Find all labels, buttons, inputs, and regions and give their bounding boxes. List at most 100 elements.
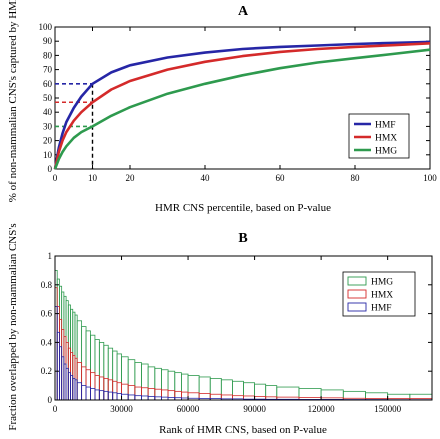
- panel-b-bar: [147, 388, 156, 401]
- panel-b-bar: [167, 370, 176, 401]
- panel-b-bar: [161, 389, 169, 401]
- panel-a-x-tick-label: 40: [201, 173, 211, 183]
- panel-a: A 0 10 20 40 60 80 100 0 10 20 30 40 50 60 70 80 90 100 HM…: [7, 0, 437, 214]
- panel-b-bar: [298, 388, 322, 401]
- panel-b-bar: [127, 394, 136, 401]
- panel-b-bar: [98, 341, 105, 401]
- panel-b-bar: [232, 395, 244, 401]
- panel-b-bar: [154, 367, 162, 401]
- panel-b-bar: [112, 380, 118, 401]
- panel-b-bar: [265, 385, 278, 401]
- panel-b-bar: [107, 379, 114, 401]
- panel-a-series-line-hmf: [53, 40, 431, 170]
- panel-b-bar: [90, 372, 96, 401]
- panel-b-bar: [147, 366, 156, 401]
- panel-a-series-line-hmg: [53, 48, 431, 170]
- panel-b-bar: [174, 372, 182, 401]
- panel-a-x-tick-label: 20: [126, 173, 136, 183]
- panel-a-y-tick-label: 100: [39, 22, 53, 32]
- panel-b-x-tick-label: 150000: [374, 404, 402, 414]
- panel-b-bar: [409, 393, 433, 401]
- panel-b-bar: [94, 339, 100, 401]
- panel-b-x-tick-label: 90000: [243, 404, 266, 414]
- panel-b-title: B: [238, 231, 247, 246]
- panel-a-y-tick-label: 20: [43, 136, 53, 146]
- panel-b-ylabel: Fraction overlapped by non-mammalian CNS…: [7, 223, 19, 430]
- panel-a-y-tick-label: 50: [43, 93, 53, 103]
- panel-b-bar: [209, 377, 222, 401]
- panel-b-bar: [127, 359, 136, 401]
- panel-b-bar: [181, 373, 189, 401]
- panel-b-bar: [320, 389, 344, 401]
- panel-b-bar: [85, 386, 91, 401]
- panel-b-bar: [85, 369, 91, 401]
- panel-b-bar: [198, 376, 211, 401]
- panel-b-y-tick-label: 0.2: [41, 366, 52, 376]
- panel-b-xlabel: Rank of HMR CNS, based on P-value: [159, 424, 327, 436]
- panel-b-bar: [127, 385, 136, 401]
- panel-b-bar: [81, 366, 87, 401]
- panel-b-bar: [121, 393, 129, 401]
- panel-b-bar: [198, 393, 211, 401]
- panel-a-y-tick-label: 40: [43, 107, 53, 117]
- panel-b-bar: [161, 369, 169, 401]
- panel-b-bar: [141, 387, 149, 401]
- panel-a-y-tick-label: 60: [43, 79, 53, 89]
- panel-b-bar: [134, 395, 142, 401]
- panel-b-bar: [76, 362, 83, 401]
- panel-b-bar: [94, 389, 100, 401]
- panel-b-legend-swatch: [347, 289, 367, 299]
- panel-b-bar: [116, 382, 122, 401]
- panel-b-bar: [90, 388, 96, 401]
- panel-a-x-tick-label: 80: [351, 173, 361, 183]
- panel-b-y-tick-label: 0: [48, 395, 53, 405]
- panel-b-bar: [387, 393, 411, 401]
- panel-a-x-tick-label: 10: [88, 173, 98, 183]
- panel-b-bar: [94, 375, 100, 401]
- panel-b-x-tick-label: 30000: [110, 404, 133, 414]
- panel-b-x-tick-label: 120000: [308, 404, 336, 414]
- panel-b-bar: [154, 388, 162, 401]
- panel-b-bar: [220, 379, 233, 401]
- panel-b-y-tick-label: 1: [48, 251, 53, 261]
- panel-a-x-tick-label: 100: [423, 173, 437, 183]
- panel-a-y-tick-label: 30: [43, 121, 53, 131]
- panel-b-x-tick-label: 0: [53, 404, 58, 414]
- panel-b-bar: [342, 390, 366, 401]
- panel-a-series-line-hmx: [53, 42, 431, 170]
- panel-b-legend-label: HMX: [371, 291, 393, 301]
- panel-b-bar: [103, 390, 109, 401]
- panel-a-legend: HMF HMX HMG: [348, 113, 410, 159]
- panel-b-bar: [134, 386, 142, 401]
- panel-a-ylabel: % of non-mammalian CNS's captured by HMR: [7, 0, 19, 202]
- panel-b-bar: [141, 363, 149, 401]
- panel-b-legend-box: [342, 271, 416, 317]
- panel-b-bar: [90, 334, 96, 401]
- panel-b-bar: [181, 391, 189, 401]
- panel-b-bar: [209, 393, 222, 401]
- panel-b-legend-swatch: [347, 302, 367, 312]
- panel-b-y-tick-label: 0.6: [41, 309, 53, 319]
- panel-b-legend-label: HMF: [371, 304, 392, 314]
- panel-b-bar: [147, 395, 156, 401]
- panel-b-legend-swatch: [347, 276, 367, 286]
- panel-b-bar: [98, 390, 105, 401]
- panel-b-bar: [107, 391, 114, 401]
- panel-b-y-tick-label: 0.8: [41, 280, 53, 290]
- panel-b-bar: [116, 353, 122, 401]
- panel-b-bar: [276, 386, 300, 401]
- panel-b-bar: [187, 392, 200, 401]
- panel-b-y-tick-label: 0.4: [41, 337, 53, 347]
- panel-b-bar: [243, 382, 255, 401]
- panel-b-bar: [103, 344, 109, 401]
- panel-b-bar: [112, 392, 118, 401]
- panel-b-legend-label: HMG: [371, 278, 393, 288]
- panel-b-bar: [141, 395, 149, 401]
- panel-a-y-tick-label: 90: [43, 36, 53, 46]
- panel-b-plot-area: 0 30000 60000 90000 120000 150000 0 0.2 0.4 0.6 0.…: [41, 251, 433, 414]
- panel-b-bar: [167, 390, 176, 401]
- panel-a-xlabel: HMR CNS percentile, based on P-value: [155, 202, 331, 214]
- panel-b-bar: [134, 362, 142, 401]
- panel-b-x-tick-label: 60000: [177, 404, 200, 414]
